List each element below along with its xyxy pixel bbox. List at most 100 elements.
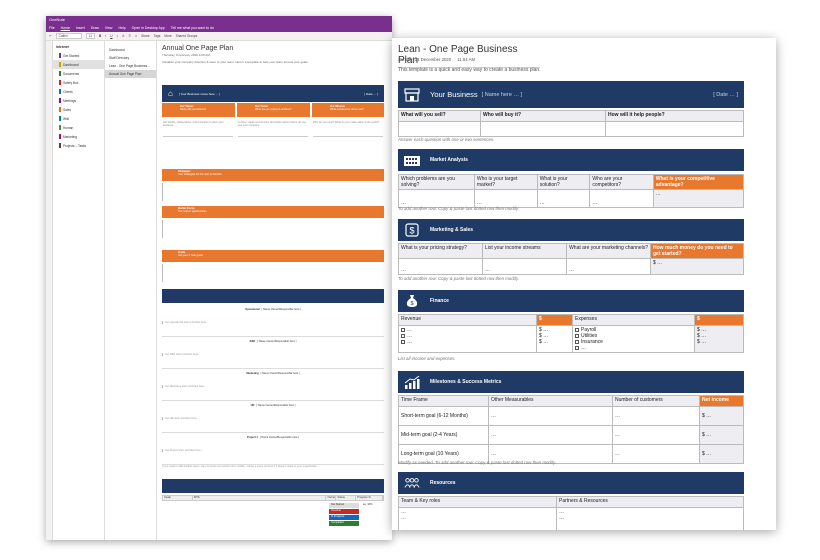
menu-help[interactable]: Help [118,26,126,30]
checkbox[interactable] [401,327,405,332]
shared-groups-button[interactable]: Shared Groups [175,34,198,38]
status-in-progress[interactable]: In Progress [329,515,359,520]
priority-hint[interactable]: List Marketing team priorities here… [162,385,384,388]
priority-hint[interactable]: List HR team priorities here… [162,417,384,420]
milestone-customers-cell[interactable]: … [612,406,700,426]
milestone-other-cell[interactable]: … [488,425,613,445]
business-name-placeholder[interactable]: [ Name here … ] [481,91,523,98]
section-tab[interactable]: Sales [53,105,104,114]
solution-cell[interactable]: … [536,189,591,208]
finance-line[interactable]: $ … [539,333,570,339]
income-streams-cell[interactable]: … [482,258,567,275]
checkbox[interactable] [575,333,579,338]
milestone-other-cell[interactable]: … [488,406,613,426]
notebook-name[interactable]: Intranet [56,45,69,49]
page-item[interactable]: Annual One Page Plan [105,70,156,78]
checkbox[interactable] [575,327,579,332]
more-button[interactable]: More [164,34,172,38]
checkbox[interactable] [575,345,579,350]
section-tab[interactable]: Safety Box [53,78,104,87]
italic-icon[interactable]: I [105,34,107,38]
revenue-values-cell[interactable]: $ … $ … $ … [536,325,573,353]
checkbox[interactable] [401,339,405,344]
underline-icon[interactable]: U [110,34,113,38]
sell-cell[interactable] [398,121,481,137]
section-tab[interactable]: Get Started [53,51,104,60]
section-tab[interactable]: Wiki [53,114,104,123]
team-roles-cell[interactable]: … … [398,507,557,530]
section-tab[interactable]: Meetings [53,96,104,105]
page-item[interactable]: Lean - One Page Business... [109,64,150,68]
finance-line[interactable]: … [575,345,692,351]
target-market-cell[interactable]: … [473,189,538,208]
finance-line[interactable]: $ … [539,327,570,333]
font-size-select[interactable]: 11 [85,33,95,39]
finance-line[interactable]: Payroll [575,327,692,333]
values-text[interactable]: List beliefs, philosophies, and principl… [163,121,233,137]
problems-cell[interactable]: … [398,189,475,208]
expense-items-cell[interactable]: Payroll Utilities Insurance… [572,325,695,353]
menu-insert[interactable]: Insert [75,26,85,30]
page-item[interactable]: Dashboard [109,48,125,52]
market-focus-checklist[interactable] [162,220,384,238]
finance-line[interactable]: Insurance [575,339,692,345]
milestone-frame-cell[interactable]: Mid-term goal (2-4 Years) [398,425,489,445]
milestone-frame-cell[interactable]: Short-term goal (6-12 Months) [398,406,489,426]
menu-home[interactable]: Home [60,26,70,30]
strategies-checklist[interactable] [162,183,384,201]
priority-hint[interactable]: List Project team priorities here… [162,449,384,452]
milestone-customers-cell[interactable]: … [612,444,700,464]
band-date[interactable]: [ Date … ] [364,91,378,96]
menu-draw[interactable]: Draw [90,26,99,30]
revenue-items-cell[interactable]: ……… [398,325,537,353]
finance-line[interactable]: $ … [539,339,570,345]
milestone-income-cell[interactable]: $ … [699,425,744,445]
open-desktop-button[interactable]: Open in Desktop App [131,26,165,30]
advantage-cell[interactable]: … [652,189,745,208]
status-not-started[interactable]: Not Started [329,503,359,508]
priority-owner[interactable]: [ Name Owner/Responsible here ] [260,372,300,375]
section-tab[interactable]: Human [53,123,104,132]
finance-line[interactable]: … [401,327,534,333]
section-tab[interactable]: Documents [53,69,104,78]
tags-button[interactable]: Tags [153,34,161,38]
numbering-icon[interactable]: ≡ [135,34,138,38]
expense-values-cell[interactable]: $ … $ … $ … [694,325,744,353]
plan-title[interactable]: Lean - One Page Business Plan [398,44,540,68]
goals-checklist[interactable] [162,264,384,282]
milestone-other-cell[interactable]: … [488,444,613,464]
finance-line[interactable]: $ … [697,327,741,333]
section-tab[interactable]: Dashboard [53,60,104,69]
milestone-income-cell[interactable]: $ … [699,444,744,464]
mission-text[interactable]: Why do you exist? What do you make value… [313,121,383,137]
finance-line[interactable]: Utilities [575,333,692,339]
pricing-cell[interactable]: … [398,258,483,275]
section-tab[interactable]: Projects – Tasks [53,141,104,150]
status-completed[interactable]: Completed [329,521,359,526]
priority-hint[interactable]: List Operational team priorities here… [162,321,384,324]
finance-line[interactable]: … [401,339,534,345]
checkbox[interactable] [401,333,405,338]
help-cell[interactable] [605,121,744,137]
section-tab[interactable]: Clients [53,87,104,96]
font-select[interactable]: Calibri [55,33,82,39]
highlight-icon[interactable]: ▮ [116,34,119,38]
channels-cell[interactable]: … [566,258,651,275]
finance-line[interactable]: … [401,333,534,339]
priority-owner[interactable]: [ Name Owner/Responsible here ] [261,308,301,311]
startup-money-cell[interactable]: $ … [650,258,744,275]
page-item[interactable]: Staff Directory [109,56,130,60]
finance-line[interactable]: $ … [697,333,741,339]
font-color-icon[interactable]: A [122,34,125,38]
milestone-customers-cell[interactable]: … [612,425,700,445]
status-overdue[interactable]: Overdue [329,509,359,514]
priority-owner[interactable]: [ Name Owner/Responsible here ] [259,436,300,439]
business-date-placeholder[interactable]: [ Date … ] [713,91,738,98]
tell-me-search[interactable]: Tell me what you want to do [170,26,214,30]
undo-icon[interactable]: ↶ [49,34,52,38]
bold-icon[interactable]: B [98,34,102,38]
vision-text[interactable]: A vision, ideas and concise description … [238,121,308,137]
styles-button[interactable]: Share [141,34,150,38]
buy-cell[interactable] [480,121,606,137]
priority-owner[interactable]: [ Name Owner/Responsible here ] [256,404,296,407]
